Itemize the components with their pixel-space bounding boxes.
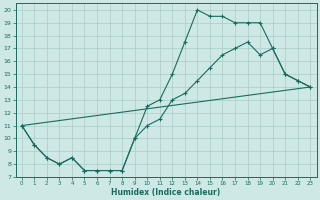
X-axis label: Humidex (Indice chaleur): Humidex (Indice chaleur) <box>111 188 221 197</box>
